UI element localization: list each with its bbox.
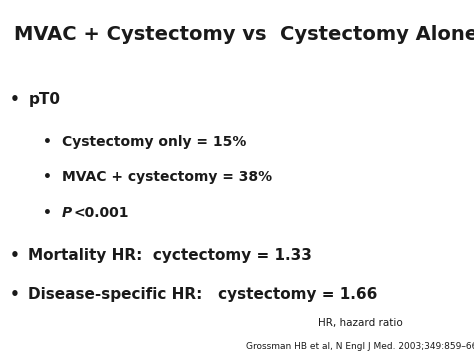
Text: P: P bbox=[62, 206, 72, 220]
Text: Disease-specific HR:   cystectomy = 1.66: Disease-specific HR: cystectomy = 1.66 bbox=[28, 287, 378, 302]
Text: •: • bbox=[9, 92, 19, 107]
Text: <0.001: <0.001 bbox=[73, 206, 129, 220]
Text: MVAC + Cystectomy vs  Cystectomy Alone: MVAC + Cystectomy vs Cystectomy Alone bbox=[14, 25, 474, 44]
Text: •: • bbox=[9, 287, 19, 302]
Text: •: • bbox=[43, 170, 52, 185]
Text: Grossman HB et al, N Engl J Med. 2003;349:859–66: Grossman HB et al, N Engl J Med. 2003;34… bbox=[246, 342, 474, 351]
Text: pT0: pT0 bbox=[28, 92, 61, 107]
Text: MVAC + cystectomy = 38%: MVAC + cystectomy = 38% bbox=[62, 170, 272, 185]
Text: •: • bbox=[9, 248, 19, 263]
Text: •: • bbox=[43, 206, 52, 220]
Text: HR, hazard ratio: HR, hazard ratio bbox=[318, 318, 402, 328]
Text: •: • bbox=[43, 135, 52, 149]
Text: Mortality HR:  cyctectomy = 1.33: Mortality HR: cyctectomy = 1.33 bbox=[28, 248, 312, 263]
Text: Cystectomy only = 15%: Cystectomy only = 15% bbox=[62, 135, 246, 149]
